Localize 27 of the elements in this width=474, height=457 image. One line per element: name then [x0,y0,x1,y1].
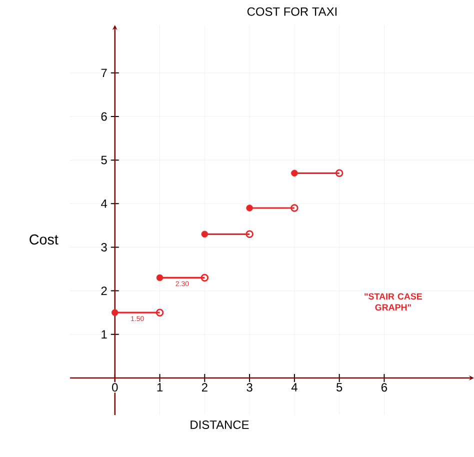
x-tick-label: 1 [157,383,163,392]
point [156,274,164,282]
y-tick-label: 6 [101,112,107,121]
y-tick-label: 5 [101,156,107,164]
point [156,308,164,316]
x-axis-title: DISTANCE [190,420,249,429]
x-tick-label: 4 [291,383,298,392]
point [246,204,253,212]
x-tick-label: 3 [246,383,252,392]
x-tick-label: 2 [202,383,208,392]
y-tick-label: 1 [102,330,107,338]
y-axis-title: Cost [30,234,58,245]
point [201,230,208,238]
point [200,274,209,282]
point [290,204,298,212]
chart-title: COST FOR TAXI [247,7,336,16]
point [246,230,254,238]
point [291,170,298,177]
annotation: "STAIR CASE GRAPH" [364,293,422,311]
y-tick-label: 7 [101,68,107,78]
x-tick-label: 5 [336,383,342,392]
x-tick-label: 6 [382,383,388,392]
x-tick-label: 0 [112,383,118,392]
y-tick-label: 2 [101,286,107,295]
point [112,309,118,316]
y-tick-label: 3 [101,243,107,252]
y-tick-label: 4 [101,200,108,208]
